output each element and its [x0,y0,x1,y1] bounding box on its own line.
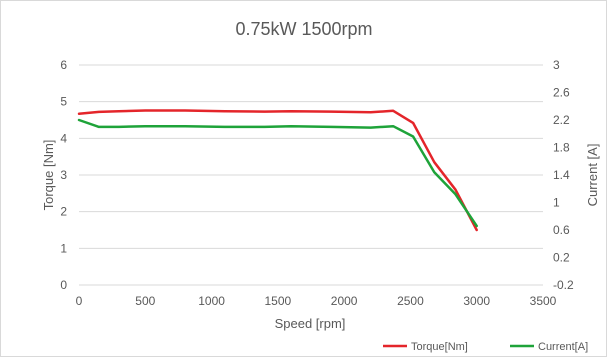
y-tick-label-0: 0 [60,278,67,292]
y-tick-label-5: 5 [60,95,67,109]
y-axis-label: Torque [Nm] [41,140,56,211]
series-line-current [77,118,478,228]
chart-title: 0.75kW 1500rpm [235,19,372,39]
legend: Torque[Nm] Current[A] [383,341,588,353]
y2-tick-label-3: 1 [553,196,560,210]
y2-tick-label-2: 0.6 [553,223,570,237]
x-tick-label-1: 500 [135,294,155,308]
x-tick-label-5: 2500 [397,294,424,308]
y2-tick-label-6: 2.2 [553,113,570,127]
series-lines [77,109,478,232]
y2-tick-label-7: 2.6 [553,86,570,100]
series-line-torque [77,109,478,232]
gridlines [79,64,543,286]
y2-tick-label-1: 0.2 [553,251,570,265]
y2-tick-label-8: 3 [553,58,560,72]
x-tick-label-4: 2000 [331,294,358,308]
x-tick-label-6: 3000 [463,294,490,308]
x-tick-label-0: 0 [76,294,83,308]
x-tick-label-7: 3500 [530,294,557,308]
y2-axis-label: Current [A] [585,144,600,207]
y-tick-label-6: 6 [60,58,67,72]
y2-axis-ticks: -0.2 0.2 0.6 1 1.4 1.8 2.2 2.6 3 [553,58,574,292]
y-tick-label-4: 4 [60,131,67,145]
y2-tick-label-0: -0.2 [553,278,574,292]
y-axis-ticks: 0 1 2 3 4 5 6 [60,58,67,292]
y-tick-label-1: 1 [60,241,67,255]
y-tick-label-2: 2 [60,205,67,219]
x-axis-ticks: 0 500 1000 1500 2000 2500 3000 3500 [76,294,557,308]
x-tick-label-2: 1000 [198,294,225,308]
y2-tick-label-4: 1.4 [553,168,570,182]
x-axis-label: Speed [rpm] [275,316,346,331]
legend-label-current: Current[A] [538,341,588,353]
x-tick-label-3: 1500 [265,294,292,308]
y2-tick-label-5: 1.8 [553,141,570,155]
y-tick-label-3: 3 [60,168,67,182]
legend-label-torque: Torque[Nm] [411,341,468,353]
